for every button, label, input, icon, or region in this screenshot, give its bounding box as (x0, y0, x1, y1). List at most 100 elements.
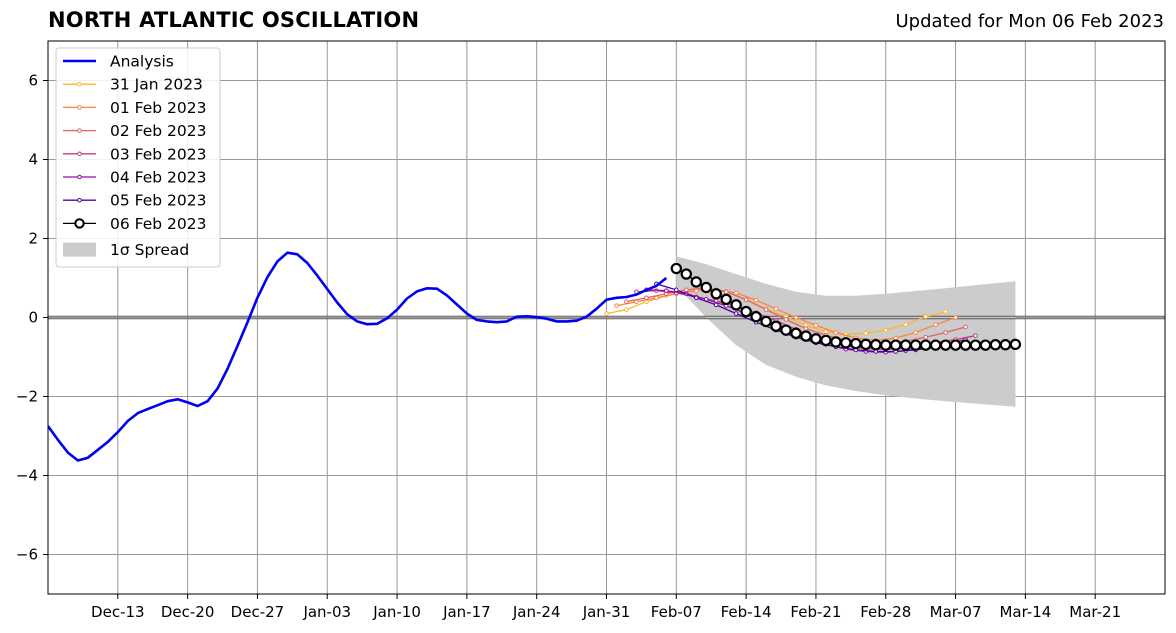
current-forecast-point (860, 338, 872, 351)
forecast-point (713, 302, 719, 308)
forecast-point (753, 297, 759, 303)
x-tick-label: Dec-20 (161, 603, 215, 621)
forecast-point (624, 299, 629, 305)
current-forecast-point (760, 315, 772, 328)
forecast-point (763, 307, 769, 312)
forecast-point (953, 315, 958, 320)
y-tick-label: 6 (28, 72, 38, 90)
current-forecast-point (810, 333, 822, 345)
current-forecast-point (790, 327, 802, 339)
current-forecast-point (969, 339, 982, 351)
legend-label: 02 Feb 2023 (110, 122, 206, 140)
analysis-layer (48, 251, 668, 462)
legend-label: 01 Feb 2023 (110, 99, 206, 117)
forecast-point (733, 290, 739, 296)
x-tick-label: Mar-21 (1069, 603, 1121, 621)
x-tick-label: Feb-21 (790, 603, 841, 621)
forecast-point (783, 317, 789, 322)
current-forecast-point (730, 299, 742, 311)
tick-layer: Dec-13 Dec-20 Dec-27 Jan-03 Jan-10 Jan-17 Jan-… (16, 72, 1121, 622)
y-tick-label: −6 (16, 546, 38, 564)
forecast-point (963, 324, 968, 330)
current-forecast-point (989, 339, 1002, 351)
legend-label: 05 Feb 2023 (110, 192, 206, 210)
current-forecast-point (899, 339, 912, 351)
x-tick-label: Mar-14 (999, 603, 1051, 621)
forecast-point (833, 330, 839, 335)
current-forecast-point (690, 276, 702, 288)
y-tick-label: 0 (28, 309, 38, 327)
forecast-point (903, 322, 908, 327)
x-tick-label: Dec-27 (231, 603, 285, 621)
spread-band (676, 256, 1016, 407)
legend-marker (77, 105, 82, 110)
current-forecast-point (700, 281, 712, 294)
current-forecast-point (999, 339, 1012, 351)
x-tick-label: Jan-03 (302, 603, 351, 621)
current-forecast-point (740, 305, 752, 318)
current-forecast-point (680, 268, 692, 280)
legend-label: Analysis (110, 53, 174, 71)
current-forecast-point (840, 337, 852, 349)
current-forecast-point (880, 339, 892, 351)
forecast-point (604, 311, 609, 316)
forecast-point (943, 309, 948, 314)
forecast-point (813, 323, 819, 328)
x-tick-label: Dec-13 (91, 603, 145, 621)
x-tick-label: Mar-07 (930, 603, 982, 621)
forecast-point (913, 330, 918, 335)
forecast-point (923, 334, 928, 340)
forecast-point (674, 287, 679, 293)
forecast-point (883, 327, 889, 333)
forecast-point (743, 297, 749, 303)
legend-label: 06 Feb 2023 (110, 215, 206, 233)
current-forecast-point (800, 330, 812, 342)
forecast-point (733, 311, 739, 316)
forecast-point (614, 303, 619, 308)
current-forecast-point (770, 320, 782, 332)
current-forecast-point (870, 339, 882, 351)
x-tick-label: Feb-14 (721, 603, 772, 621)
forecast-point (923, 314, 928, 320)
forecast-point (893, 335, 899, 341)
forecast-point (683, 287, 689, 293)
forecast-line (616, 289, 956, 342)
y-tick-label: −2 (16, 388, 38, 406)
x-tick-label: Feb-07 (651, 603, 702, 621)
current-forecast-point (890, 339, 902, 351)
current-forecast-point (949, 339, 962, 351)
x-tick-label: Feb-28 (860, 603, 911, 621)
legend-marker (74, 218, 85, 229)
current-forecast-point (710, 288, 722, 300)
current-forecast-point (830, 336, 842, 348)
chart-subtitle: Updated for Mon 06 Feb 2023 (895, 11, 1164, 32)
spread-layer (676, 256, 1016, 407)
forecast-point (933, 322, 938, 327)
forecast-point (863, 331, 869, 336)
current-forecast-point (670, 262, 683, 275)
forecast-point (723, 289, 729, 295)
forecast-point (793, 315, 799, 320)
y-tick-label: 4 (28, 151, 38, 169)
legend-label: 31 Jan 2023 (110, 76, 203, 94)
forecast-point (644, 295, 649, 301)
legend-swatch (63, 242, 96, 257)
legend: Analysis 31 Jan 2023 01 Feb 2023 02 Feb 202… (55, 47, 221, 268)
x-tick-label: Jan-10 (372, 603, 421, 621)
legend-marker (77, 81, 82, 87)
legend-box (55, 47, 221, 268)
current-forecast-point (780, 324, 792, 336)
current-forecast-point (959, 339, 972, 351)
current-forecast-point (750, 311, 762, 323)
forecast-point (693, 295, 699, 301)
current-forecast-point (979, 339, 992, 351)
current-forecast-point (909, 339, 922, 351)
current-forecast-point (929, 339, 942, 351)
zero-line-layer (48, 315, 1165, 320)
forecast-point (943, 330, 948, 335)
forecast-point (803, 326, 809, 331)
current-forecast-point (820, 334, 832, 347)
legend-label: 1σ Spread (110, 241, 189, 259)
legend-label: 03 Feb 2023 (110, 145, 206, 163)
